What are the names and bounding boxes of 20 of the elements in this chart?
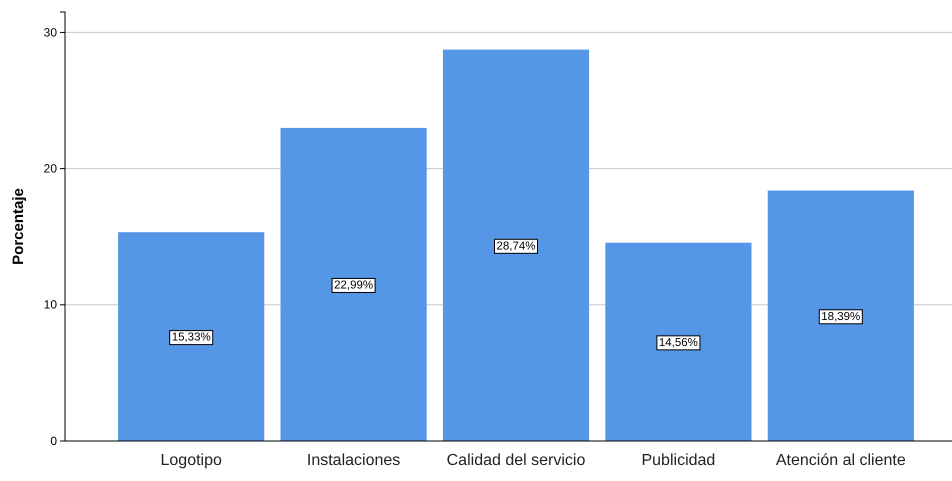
bar [442, 50, 590, 441]
bar [118, 232, 264, 441]
x-tick-label: Calidad del servicio [446, 452, 586, 469]
data-label: 15,33% [172, 332, 211, 344]
x-tick-label: Logotipo [160, 452, 222, 469]
data-label: 28,74% [496, 240, 536, 252]
data-label: 14,56% [658, 336, 698, 349]
y-axis-title: Porcentaje [10, 188, 27, 265]
data-label: 18,39% [821, 310, 860, 323]
bar [768, 190, 914, 441]
y-tick-label: 10 [44, 298, 58, 312]
x-tick-label: Publicidad [641, 452, 716, 469]
y-tick-label: 0 [50, 434, 58, 448]
bar [280, 128, 427, 441]
x-tick-label: Atención al cliente [776, 452, 906, 469]
x-tick-label: Instalaciones [306, 452, 400, 469]
y-tick-label: 30 [44, 25, 58, 40]
y-tick-label: 20 [44, 161, 58, 176]
data-label: 22,99% [334, 279, 374, 292]
bar [605, 242, 752, 441]
